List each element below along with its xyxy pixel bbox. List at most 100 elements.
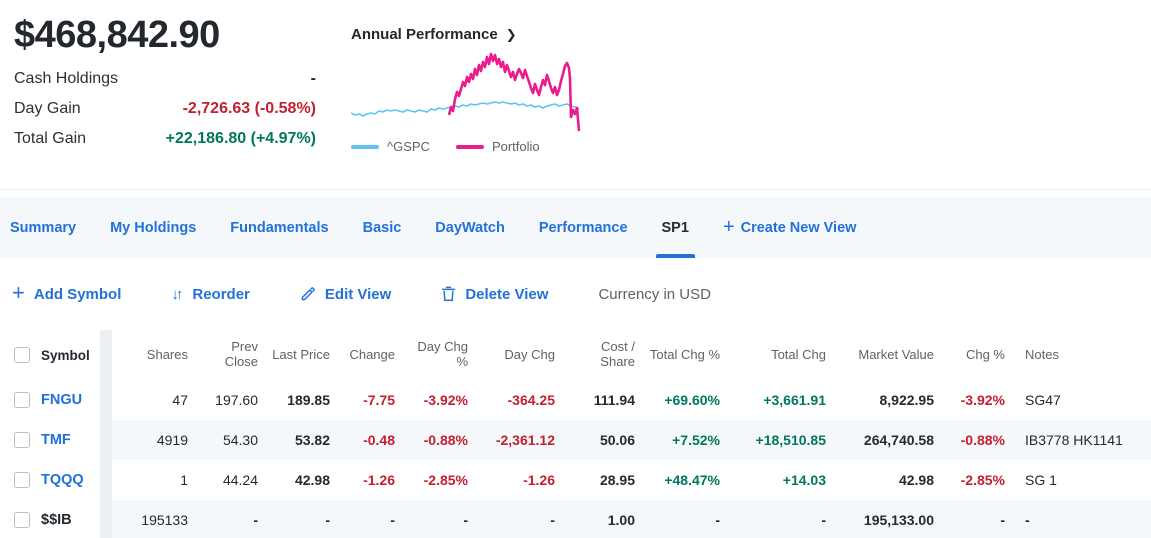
cell-last-price: 53.82 bbox=[294, 431, 330, 448]
cell-last-price: - bbox=[325, 511, 330, 528]
cell-day-chg-pct: - bbox=[463, 511, 468, 528]
table-header-row: Symbol Shares Prev Close Last Price Change Da… bbox=[0, 330, 1151, 380]
tab-basic[interactable]: Basic bbox=[362, 219, 402, 236]
edit-view-label: Edit View bbox=[324, 285, 392, 303]
symbol-link[interactable]: TQQQ bbox=[41, 472, 84, 488]
annual-performance-widget: Annual Performance ❯ ^GSPC Portfolio bbox=[351, 26, 591, 154]
row-checkbox[interactable] bbox=[14, 512, 30, 528]
tab-my-holdings[interactable]: My Holdings bbox=[110, 219, 197, 236]
symbol-link[interactable]: FNGU bbox=[41, 392, 83, 408]
cell-prev-close: - bbox=[253, 511, 258, 528]
header-day-chg[interactable]: Day Chg bbox=[504, 346, 555, 362]
tab-summary[interactable]: Summary bbox=[10, 219, 77, 236]
cell-total-chg: +3,661.91 bbox=[763, 391, 826, 408]
cell-day-chg: -2,361.12 bbox=[495, 431, 555, 448]
cell-prev-close: 197.60 bbox=[215, 391, 258, 408]
reorder-button[interactable]: ↓↑ Reorder bbox=[171, 286, 250, 303]
header-change[interactable]: Change bbox=[349, 346, 395, 362]
tab-sp1[interactable]: SP1 bbox=[655, 197, 696, 258]
plus-icon: + bbox=[722, 215, 735, 238]
symbol-cell: FNGU bbox=[0, 380, 100, 420]
tab-performance[interactable]: Performance bbox=[538, 219, 628, 236]
cell-shares: 1 bbox=[180, 471, 188, 488]
tab-daywatch[interactable]: DayWatch bbox=[435, 219, 505, 236]
total-gain-row: Total Gain +22,186.80 (+4.97%) bbox=[14, 130, 316, 148]
cell-total-chg-pct: +48.47% bbox=[664, 471, 720, 488]
row-checkbox[interactable] bbox=[14, 432, 30, 448]
select-all-checkbox[interactable] bbox=[14, 347, 30, 363]
table-row-ib: $$IB 195133 - - - - - 1.00 - - 195,133.00 - - bbox=[0, 500, 1151, 538]
cell-day-chg: -364.25 bbox=[507, 391, 555, 408]
chevron-right-icon: ❯ bbox=[505, 27, 517, 42]
header-notes[interactable]: Notes bbox=[1025, 346, 1059, 362]
plus-icon: + bbox=[12, 280, 25, 305]
symbol-cell: TQQQ bbox=[0, 460, 100, 500]
cell-cost-share: 50.06 bbox=[599, 431, 635, 448]
legend-label: Portfolio bbox=[491, 139, 540, 154]
performance-sparkline-chart bbox=[351, 52, 581, 132]
cell-total-chg: +18,510.85 bbox=[755, 431, 826, 448]
header-last-price[interactable]: Last Price bbox=[272, 346, 330, 362]
table-row-tmf: TMF 4919 54.30 53.82 -0.48 -0.88% -2,361.12 50.… bbox=[0, 420, 1151, 460]
row-checkbox[interactable] bbox=[14, 392, 30, 408]
cell-chg-pct: - bbox=[1000, 511, 1005, 528]
add-symbol-label: Add Symbol bbox=[33, 285, 122, 303]
cash-holdings-value: - bbox=[310, 69, 316, 87]
delete-view-label: Delete View bbox=[465, 285, 549, 303]
annual-performance-link[interactable]: Annual Performance ❯ bbox=[351, 26, 591, 43]
frozen-column-divider bbox=[100, 330, 112, 380]
symbol-cell: TMF bbox=[0, 420, 100, 460]
tab-fundamentals[interactable]: Fundamentals bbox=[230, 219, 329, 236]
portfolio-total-value: $468,842.90 bbox=[14, 14, 220, 56]
pencil-icon bbox=[300, 286, 316, 302]
frozen-column-divider bbox=[100, 420, 112, 460]
symbol-cell: $$IB bbox=[0, 500, 100, 538]
header-market-value[interactable]: Market Value bbox=[858, 346, 934, 362]
header-cost-share[interactable]: Cost / Share bbox=[600, 339, 635, 369]
cell-chg-pct: -3.92% bbox=[960, 391, 1005, 408]
view-tabbar: Summary My Holdings Fundamentals Basic DayWa… bbox=[0, 197, 1151, 258]
portfolio-toolbar: + Add Symbol ↓↑ Reorder Edit View Delete… bbox=[0, 258, 1151, 330]
cash-holdings-label: Cash Holdings bbox=[14, 69, 119, 87]
annual-performance-title: Annual Performance bbox=[351, 26, 498, 43]
header-prev-close[interactable]: Prev Close bbox=[224, 339, 258, 369]
cell-cost-share: 28.95 bbox=[599, 471, 635, 488]
table-row-fngu: FNGU 47 197.60 189.85 -7.75 -3.92% -364.25 111.… bbox=[0, 380, 1151, 420]
legend-item-portfolio: Portfolio bbox=[455, 139, 540, 154]
reorder-label: Reorder bbox=[192, 285, 250, 303]
cell-day-chg: - bbox=[550, 511, 555, 528]
cell-change: -0.48 bbox=[363, 431, 395, 448]
cell-day-chg-pct: -3.92% bbox=[423, 391, 468, 408]
header-chg-pct[interactable]: Chg % bbox=[965, 346, 1005, 362]
cell-market-value: 195,133.00 bbox=[863, 511, 934, 528]
delete-view-button[interactable]: Delete View bbox=[441, 286, 548, 303]
header-day-chg-pct[interactable]: Day Chg % bbox=[417, 339, 468, 369]
header-shares[interactable]: Shares bbox=[146, 346, 188, 362]
day-gain-label: Day Gain bbox=[14, 99, 81, 117]
legend-label: ^GSPC bbox=[387, 139, 430, 154]
frozen-column-divider bbox=[100, 460, 112, 500]
cell-market-value: 42.98 bbox=[898, 471, 934, 488]
header-total-chg-pct[interactable]: Total Chg % bbox=[649, 346, 720, 362]
cell-notes: IB3778 HK1141 bbox=[1025, 431, 1123, 448]
edit-view-button[interactable]: Edit View bbox=[300, 286, 391, 303]
symbol-header-label: Symbol bbox=[41, 347, 90, 363]
symbol-link[interactable]: TMF bbox=[41, 432, 71, 448]
add-symbol-button[interactable]: + Add Symbol bbox=[12, 280, 122, 305]
cell-notes: - bbox=[1025, 511, 1030, 528]
day-gain-value: -2,726.63 (-0.58%) bbox=[182, 99, 316, 117]
trash-icon bbox=[441, 286, 456, 302]
cell-last-price: 189.85 bbox=[287, 391, 330, 408]
cell-notes: SG47 bbox=[1025, 391, 1061, 408]
cell-shares: 195133 bbox=[141, 511, 188, 528]
row-checkbox[interactable] bbox=[14, 472, 30, 488]
symbol-link: $$IB bbox=[41, 512, 72, 528]
header-symbol: Symbol bbox=[0, 330, 100, 380]
spacer bbox=[0, 190, 1151, 197]
day-gain-row: Day Gain -2,726.63 (-0.58%) bbox=[14, 100, 316, 118]
cell-shares: 4919 bbox=[156, 431, 188, 448]
header-total-chg[interactable]: Total Chg bbox=[771, 346, 826, 362]
create-new-view-button[interactable]: + Create New View bbox=[722, 215, 856, 238]
cell-chg-pct: -0.88% bbox=[960, 431, 1005, 448]
